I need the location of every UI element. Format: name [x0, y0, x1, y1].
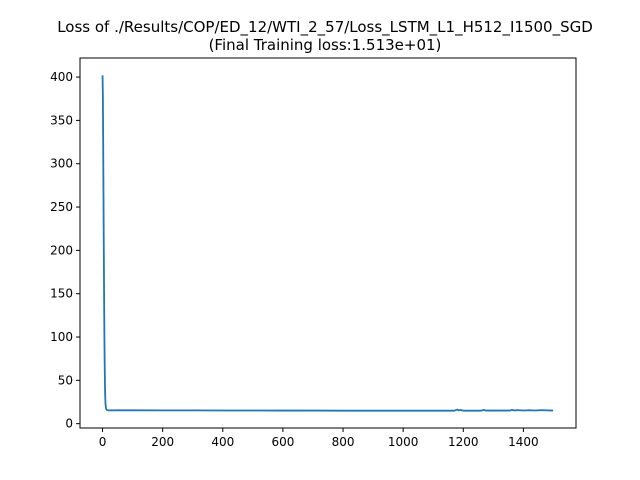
loss-series-line [101, 75, 554, 412]
x-tick-label: 1000 [388, 435, 419, 449]
x-axis-ticks: 0 200 400 600 800 1000 1200 1400 [99, 428, 539, 449]
plot-frame [79, 57, 577, 429]
y-tick-label: 400 [50, 70, 73, 84]
y-tick-label: 50 [58, 373, 73, 387]
x-tick-label: 0 [99, 435, 107, 449]
series-group [101, 75, 554, 412]
x-tick-label: 800 [332, 435, 355, 449]
y-tick-label: 200 [50, 243, 73, 257]
y-tick-label: 150 [50, 287, 73, 301]
y-tick-label: 100 [50, 330, 73, 344]
x-tick-label: 200 [151, 435, 174, 449]
y-axis-ticks: 0 50 100 150 200 250 300 350 400 [50, 70, 80, 431]
y-tick-label: 250 [50, 200, 73, 214]
chart-subtitle: (Final Training loss:1.513e+01) [209, 36, 442, 54]
chart-title-group: Loss of ./Results/COP/ED_12/WTI_2_57/Los… [57, 18, 593, 54]
y-tick-label: 0 [65, 417, 73, 431]
chart-title: Loss of ./Results/COP/ED_12/WTI_2_57/Los… [57, 18, 593, 37]
x-tick-label: 400 [211, 435, 234, 449]
x-tick-label: 1400 [508, 435, 539, 449]
x-tick-label: 1200 [448, 435, 479, 449]
y-tick-label: 300 [50, 157, 73, 171]
y-tick-label: 350 [50, 113, 73, 127]
x-tick-label: 600 [271, 435, 294, 449]
